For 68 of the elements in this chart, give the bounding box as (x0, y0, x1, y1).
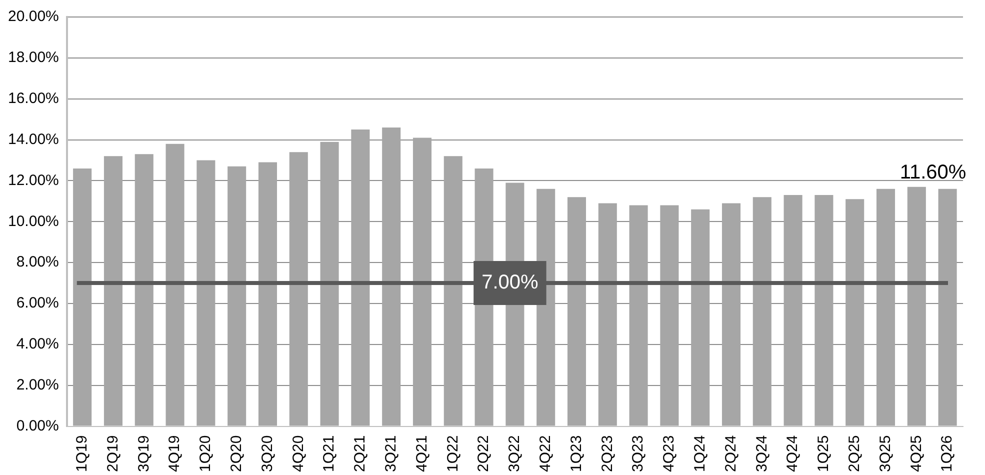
x-tick-label: 1Q23 (568, 435, 585, 472)
y-tick-label: 0.00% (16, 417, 59, 434)
y-tick-label: 8.00% (16, 254, 59, 271)
y-tick-label: 10.00% (8, 212, 59, 230)
x-tick-label: 1Q21 (320, 435, 338, 472)
x-tick-label: 3Q19 (135, 435, 152, 472)
y-tick-label: 14.00% (8, 130, 59, 148)
y-tick-label: 20.00% (8, 8, 59, 26)
bar (660, 205, 679, 426)
x-tick-label: 1Q24 (691, 435, 708, 472)
bar (382, 128, 401, 426)
bar (598, 203, 617, 426)
y-tick-label: 12.00% (8, 172, 59, 189)
bar (444, 156, 462, 426)
bar (166, 144, 184, 426)
x-tick-label: 1Q22 (444, 435, 462, 472)
bar (691, 209, 710, 426)
x-tick-label: 4Q24 (784, 435, 802, 472)
x-tick-label: 3Q23 (630, 435, 647, 472)
x-tick-label: 1Q26 (938, 435, 956, 472)
x-tick-label: 1Q20 (197, 435, 214, 472)
x-tick-label: 3Q20 (258, 435, 276, 472)
y-tick-label: 6.00% (16, 294, 59, 312)
bar (289, 152, 308, 426)
y-tick-label: 2.00% (16, 376, 59, 394)
bar (938, 188, 957, 426)
bar (629, 205, 648, 426)
bar (351, 130, 370, 426)
bar (196, 160, 216, 426)
y-tick-label: 16.00% (8, 90, 59, 107)
x-tick-label: 3Q25 (876, 435, 894, 472)
bar (228, 166, 246, 426)
x-tick-label: 2Q25 (846, 435, 863, 472)
x-tick-label: 3Q22 (506, 435, 524, 472)
bar (320, 142, 339, 426)
bar (907, 186, 926, 426)
bar (104, 156, 122, 426)
x-tick-label: 1Q25 (815, 435, 832, 472)
x-tick-label: 4Q25 (908, 435, 925, 472)
bar (567, 197, 586, 426)
ref-line-label: 7.00% (482, 272, 539, 294)
bar (134, 154, 154, 426)
bar (258, 162, 277, 426)
x-tick-label: 2Q21 (352, 435, 369, 472)
x-tick-label: 4Q21 (413, 435, 430, 472)
bar (412, 138, 432, 426)
x-tick-label: 4Q19 (166, 435, 184, 472)
bar (814, 195, 834, 426)
x-tick-label: 2Q20 (228, 435, 245, 472)
x-tick-label: 2Q23 (598, 435, 616, 472)
bar (73, 168, 92, 426)
bar (876, 188, 896, 426)
bar (784, 195, 802, 426)
bar (752, 197, 772, 426)
x-tick-label: 4Q20 (290, 435, 307, 472)
x-tick-label: 4Q23 (660, 435, 678, 472)
x-tick-label: 3Q21 (382, 435, 400, 472)
x-tick-label: 2Q19 (104, 435, 122, 472)
x-tick-label: 2Q24 (722, 435, 740, 472)
x-tick-label: 2Q22 (475, 435, 492, 472)
y-tick-label: 4.00% (16, 336, 59, 353)
bar (722, 203, 741, 426)
data-label: 11.60% (900, 161, 966, 184)
y-tick-label: 18.00% (8, 49, 59, 66)
x-tick-label: 4Q22 (536, 435, 554, 472)
bar (846, 199, 864, 426)
x-tick-label: 1Q19 (73, 435, 90, 472)
x-tick-label: 3Q24 (753, 435, 770, 472)
